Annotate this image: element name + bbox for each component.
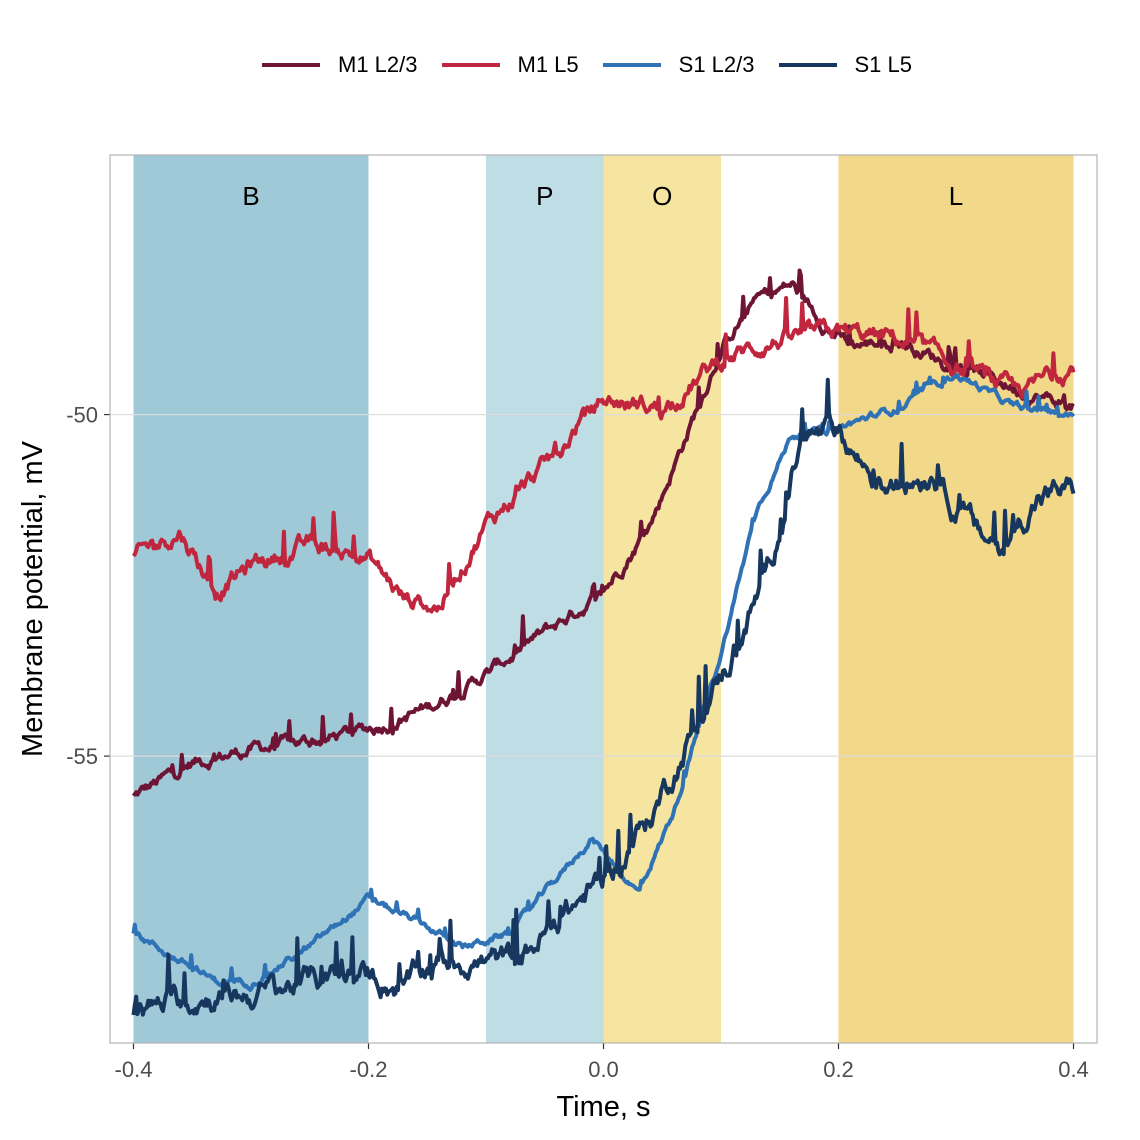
legend-swatch (778, 63, 837, 67)
y-axis-title: Membrane potential, mV (17, 440, 49, 757)
legend-item: S1 L5 (778, 52, 913, 78)
series-line-s1-l2-3 (131, 372, 1076, 992)
y-tick-label: -50 (66, 403, 98, 428)
band-label-B: B (242, 181, 259, 211)
legend-label: S1 L5 (854, 52, 913, 77)
legend-label: S1 L2/3 (678, 52, 755, 77)
band-label-P: P (536, 181, 553, 211)
series-line-s1-l5 (131, 377, 1076, 1017)
legend-label: M1 L5 (517, 52, 579, 77)
y-tick-label: -55 (66, 744, 98, 769)
band-O (603, 155, 721, 1043)
x-tick-label: -0.4 (115, 1057, 153, 1082)
x-tick-label: -0.2 (350, 1057, 388, 1082)
legend: M1 L2/3 M1 L5 S1 L2/3 S1 L5 (262, 52, 936, 78)
band-B (133, 155, 369, 1043)
band-P (486, 155, 604, 1043)
x-axis-title: Time, s (557, 1091, 651, 1123)
legend-item: M1 L2/3 (262, 52, 418, 78)
legend-item: M1 L5 (441, 52, 579, 78)
band-label-L: L (949, 181, 963, 211)
series-line-m1-l2-3 (131, 268, 1075, 798)
legend-label: M1 L2/3 (338, 52, 418, 77)
gridlines (110, 413, 1097, 757)
legend-swatch (441, 63, 500, 67)
x-tick-label: 0.0 (588, 1057, 619, 1082)
series-lines (131, 268, 1076, 1017)
band-L (838, 155, 1074, 1043)
band-label-O: O (652, 181, 672, 211)
series-line-m1-l5 (131, 296, 1076, 614)
x-tick-label: 0.4 (1058, 1057, 1089, 1082)
plot-panel-border (109, 154, 1098, 1044)
x-tick-label: 0.2 (823, 1057, 854, 1082)
legend-swatch (262, 63, 320, 67)
legend-swatch (602, 63, 661, 67)
axes: -0.4 -0.2 0.0 0.2 0.4 -55 -50 (66, 403, 1089, 1082)
legend-item: S1 L2/3 (602, 52, 755, 78)
